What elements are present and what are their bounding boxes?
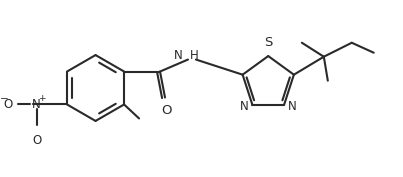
Text: O: O — [33, 134, 42, 147]
Text: H: H — [190, 49, 199, 62]
Text: −: − — [0, 95, 8, 104]
Text: O: O — [161, 104, 171, 118]
Text: N: N — [240, 100, 248, 113]
Text: S: S — [264, 36, 272, 49]
Text: O: O — [3, 98, 12, 111]
Text: +: + — [38, 94, 46, 103]
Text: N: N — [174, 49, 183, 62]
Text: N: N — [32, 98, 40, 111]
Text: N: N — [288, 100, 297, 113]
